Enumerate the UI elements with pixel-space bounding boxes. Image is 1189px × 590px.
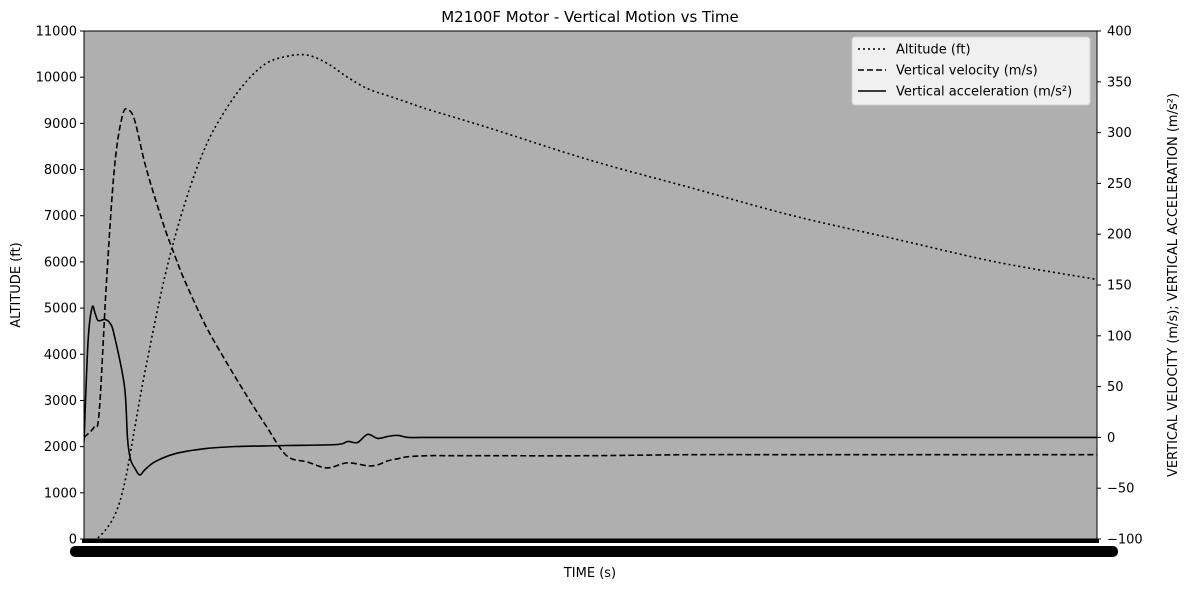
series-line-1	[94, 53, 1097, 539]
left-tick-label: 1000	[44, 486, 77, 501]
right-tick-label: −50	[1107, 482, 1134, 497]
left-tick-label: 11000	[36, 25, 77, 40]
series-line-2	[84, 108, 1097, 469]
plot-area	[84, 31, 1097, 539]
right-tick-label: 300	[1107, 126, 1132, 141]
left-tick-label: 8000	[44, 163, 77, 178]
left-tick-label: 3000	[44, 394, 77, 409]
left-tick-label: 9000	[44, 117, 77, 132]
legend: Altitude (ft) Vertical velocity (m/s) Vert…	[851, 36, 1091, 106]
right-tick-label: 150	[1107, 279, 1132, 294]
left-tick-label: 2000	[44, 440, 77, 455]
right-tick-label: 100	[1107, 329, 1132, 344]
right-tick-label: 50	[1107, 380, 1124, 395]
right-tick-label: 200	[1107, 228, 1132, 243]
legend-label-2: Vertical velocity (m/s)	[896, 64, 1038, 79]
right-tick-label: −100	[1107, 533, 1143, 548]
right-axis-title: VERTICAL VELOCITY (m/s); VERTICAL ACCELE…	[1166, 93, 1181, 477]
left-axis-title: ALTITUDE (ft)	[9, 242, 24, 328]
right-tick-label: 400	[1107, 25, 1132, 40]
right-tick-label: 350	[1107, 75, 1132, 90]
legend-label-1: Altitude (ft)	[896, 43, 971, 58]
left-tick-label: 7000	[44, 209, 77, 224]
legend-box	[851, 36, 1091, 106]
x-axis-title: TIME (s)	[563, 566, 616, 581]
x-tick-band	[82, 539, 1099, 543]
legend-label-3: Vertical acceleration (m/s²)	[896, 85, 1072, 100]
left-tick-label: 0	[69, 533, 77, 548]
x-tick-label-band	[70, 546, 1118, 557]
left-tick-label: 6000	[44, 255, 77, 270]
left-tick-label: 4000	[44, 348, 77, 363]
left-tick-label: 5000	[44, 302, 77, 317]
series-layer	[84, 53, 1097, 539]
right-tick-label: 250	[1107, 177, 1132, 192]
left-tick-label: 10000	[36, 71, 77, 86]
chart-title: M2100F Motor - Vertical Motion vs Time	[441, 8, 739, 26]
series-line-3	[84, 305, 1097, 476]
axes-layer: 0100020003000400050006000700080009000100…	[36, 25, 1143, 557]
right-tick-label: 0	[1107, 431, 1115, 446]
